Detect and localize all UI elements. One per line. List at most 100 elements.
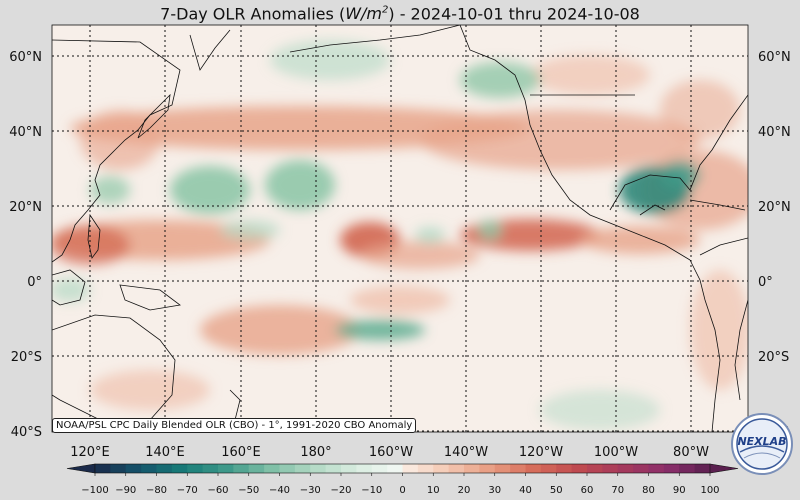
colorbar-tick-label: −10 [361, 485, 382, 496]
latitude-labels-right: 60°N40°N20°N0°20°S40°S [758, 50, 791, 440]
japan [137, 93, 171, 139]
lon-label: 180° [300, 445, 331, 460]
colorbar-segment [648, 464, 665, 473]
north-america-west-coast [524, 99, 691, 261]
colorbar-tick-label: 100 [700, 485, 719, 496]
map-title: 7-Day OLR Anomalies (W/m2) - 2024-10-01 … [0, 0, 800, 24]
data-credit: NOAA/PSL CPC Daily Blended OLR (CBO) - 1… [52, 418, 417, 433]
colorbar-segment [402, 464, 419, 473]
colorbar-segment [341, 464, 357, 473]
lon-label: 160°W [369, 445, 413, 460]
philippines [87, 213, 101, 259]
colorbar-tick-label: 90 [673, 485, 686, 496]
lon-label: 140°W [444, 445, 488, 460]
new-guinea [119, 284, 181, 311]
logo-text: NEXLAB [737, 435, 786, 448]
kamchatka [189, 29, 231, 71]
colorbar-tick-label: −100 [81, 485, 108, 496]
colorbar-tick-label: 80 [642, 485, 655, 496]
colorbar-segment [633, 464, 649, 473]
colorbar-segment [125, 464, 142, 473]
lat-label-left: 60°N [9, 50, 42, 65]
lat-label-left: 40°S [11, 425, 42, 440]
colorbar-segment [479, 464, 496, 473]
colorbar-segment [95, 464, 111, 473]
colorbar-tick-label: −90 [115, 485, 136, 496]
colorbar-segment [540, 464, 557, 473]
nexlab-logo-icon: NEXLAB [731, 413, 793, 475]
colorbar-segment [433, 464, 450, 473]
lon-label: 80°W [673, 445, 709, 460]
colorbar-segment [679, 464, 696, 473]
colorbar-tick-label: 0 [399, 485, 405, 496]
lat-label-left: 20°S [11, 350, 42, 365]
colorbar-segment [233, 464, 250, 473]
colorbar-segment [294, 464, 311, 473]
lat-label-left: 0° [27, 275, 42, 290]
colorbar-segment [141, 464, 157, 473]
aleutians [289, 25, 461, 53]
colorbar-tick-label: −60 [207, 485, 228, 496]
colorbar-segment [494, 464, 511, 473]
colorbar-segment [571, 464, 588, 473]
anomaly-field [52, 25, 748, 432]
lon-label: 160°E [221, 445, 261, 460]
colorbar-tick-label: 10 [427, 485, 440, 496]
title-prefix: 7-Day OLR Anomalies ( [160, 4, 346, 24]
colorbar-segment [556, 464, 573, 473]
south-america-north [699, 237, 748, 256]
colorbar-tick-label: 50 [550, 485, 563, 496]
title-unit-exponent: 2 [381, 5, 389, 16]
colorbar-segment [264, 464, 280, 473]
colorbar-segment [448, 464, 465, 473]
colorbar-tick-label: 70 [611, 485, 624, 496]
borneo [52, 269, 86, 306]
colorbar-tick-label: −80 [146, 485, 167, 496]
colorbar-segment [279, 464, 296, 473]
colorbar-segment [171, 464, 188, 473]
lat-label-left: 40°N [9, 125, 42, 140]
colorbar-segment [417, 464, 434, 473]
gulf-of-mexico [609, 94, 748, 211]
colorbar-segment [310, 464, 327, 473]
colorbar-segment [187, 464, 204, 473]
colorbar [66, 463, 739, 474]
colorbar-segment [510, 464, 526, 473]
colorbar-tick-label: −30 [300, 485, 321, 496]
colorbar-tick-label: −20 [330, 485, 351, 496]
colorbar-segment [464, 464, 480, 473]
lat-label-right: 20°N [758, 200, 791, 215]
lat-label-right: 40°N [758, 125, 791, 140]
colorbar-segment [587, 464, 603, 473]
colorbar-segment [325, 464, 342, 473]
lon-label: 120°W [519, 445, 563, 460]
lat-label-right: 20°S [758, 350, 789, 365]
coastlines [52, 25, 748, 432]
colorbar-segment [617, 464, 634, 473]
colorbar-tick-label: −40 [269, 485, 290, 496]
colorbar-segment [356, 464, 373, 473]
lon-label: 140°E [145, 445, 185, 460]
colorbar-segment [156, 464, 173, 473]
lat-label-right: 0° [758, 275, 773, 290]
asia-coast [52, 39, 181, 263]
australia [52, 314, 176, 426]
colorbar-segment [218, 464, 234, 473]
colorbar-min-extend [66, 463, 96, 474]
cuba [689, 199, 746, 211]
colorbar-ticks: −100 −90 −80 −70 −60 −50 −40 −30 −20 −10 0 10 20 30 40… [81, 473, 720, 496]
colorbar-tick-label: −70 [177, 485, 198, 496]
lat-label-left: 20°N [9, 200, 42, 215]
colorbar-tick-label: 20 [458, 485, 471, 496]
lat-label-right: 60°N [758, 50, 791, 65]
colorbar-segment [110, 464, 127, 473]
colorbar-tick-label: 30 [488, 485, 501, 496]
south-america-east [734, 299, 748, 401]
colorbar-segment [602, 464, 619, 473]
colorbar-tick-label: −50 [238, 485, 259, 496]
alaska-coast [459, 25, 526, 101]
longitude-labels: 120°E 140°E 160°E 180° 160°W 140°W 120°W 100°W 8… [70, 445, 709, 460]
colorbar-segment [202, 464, 219, 473]
yucatan [639, 204, 666, 216]
